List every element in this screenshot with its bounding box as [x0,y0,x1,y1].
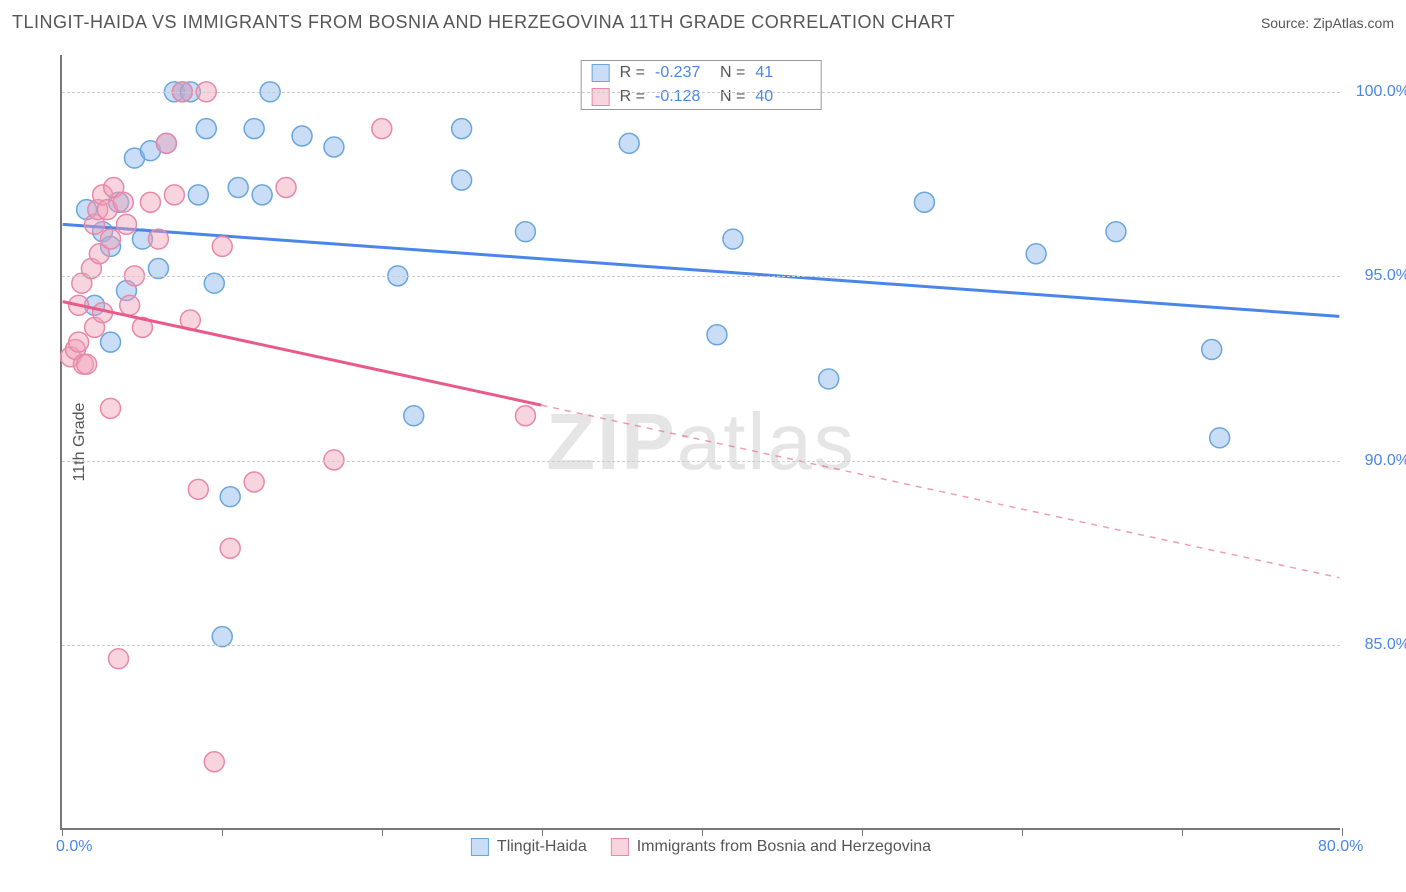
scatter-point [220,487,240,507]
scatter-point [120,295,140,315]
scatter-point [244,119,264,139]
grid-line [62,92,1340,93]
trend-line-solid [63,224,1340,316]
stat-r-value: -0.128 [655,88,710,106]
scatter-point [452,170,472,190]
scatter-point [619,133,639,153]
x-tick [62,828,63,836]
scatter-point [109,649,129,669]
scatter-point [515,222,535,242]
scatter-point [1210,428,1230,448]
scatter-point [914,192,934,212]
scatter-point [372,119,392,139]
scatter-point [156,133,176,153]
scatter-point [140,192,160,212]
y-tick-label: 85.0% [1365,636,1406,654]
scatter-point [292,126,312,146]
scatter-point [77,354,97,374]
stat-r-label: R = [620,88,645,106]
series-legend: Tlingit-Haida Immigrants from Bosnia and… [471,838,931,856]
scatter-point [324,450,344,470]
trend-line-solid [63,302,542,406]
scatter-point [69,332,89,352]
legend-label: Tlingit-Haida [497,838,587,856]
scatter-point [1202,340,1222,360]
scatter-point [723,229,743,249]
x-tick [542,828,543,836]
scatter-point [324,137,344,157]
chart-title: TLINGIT-HAIDA VS IMMIGRANTS FROM BOSNIA … [12,12,955,33]
scatter-point [101,332,121,352]
stat-n-value: 40 [755,88,810,106]
scatter-point [164,185,184,205]
scatter-point [188,185,208,205]
scatter-point [204,752,224,772]
scatter-point [101,398,121,418]
scatter-point [515,406,535,426]
scatter-point [212,627,232,647]
grid-line [62,645,1340,646]
scatter-point [212,236,232,256]
scatter-point [196,119,216,139]
scatter-point [819,369,839,389]
y-tick-label: 100.0% [1356,83,1406,101]
x-tick-label: 0.0% [56,838,92,856]
stat-n-label: N = [720,64,745,82]
stat-r-value: -0.237 [655,64,710,82]
scatter-point [276,178,296,198]
y-tick-label: 95.0% [1365,267,1406,285]
legend-swatch [592,88,610,106]
x-tick [222,828,223,836]
scatter-point [220,538,240,558]
stat-n-label: N = [720,88,745,106]
legend-item: Immigrants from Bosnia and Herzegovina [611,838,931,856]
title-bar: TLINGIT-HAIDA VS IMMIGRANTS FROM BOSNIA … [12,12,1394,33]
scatter-point [228,178,248,198]
plot-area: 11th Grade ZIPatlas R = -0.237 N = 41 R … [60,55,1340,830]
scatter-point [404,406,424,426]
scatter-point [1106,222,1126,242]
scatter-point [148,229,168,249]
x-tick [1022,828,1023,836]
scatter-plot-svg [62,55,1340,828]
scatter-point [113,192,133,212]
grid-line [62,461,1340,462]
stats-row: R = -0.128 N = 40 [582,85,821,109]
scatter-point [244,472,264,492]
stats-row: R = -0.237 N = 41 [582,61,821,85]
source-attribution: Source: ZipAtlas.com [1261,15,1394,31]
x-tick [702,828,703,836]
stat-r-label: R = [620,64,645,82]
legend-label: Immigrants from Bosnia and Herzegovina [637,838,931,856]
x-tick [862,828,863,836]
legend-swatch [592,64,610,82]
scatter-point [252,185,272,205]
scatter-point [188,479,208,499]
x-tick [382,828,383,836]
legend-item: Tlingit-Haida [471,838,587,856]
scatter-point [101,229,121,249]
x-tick [1182,828,1183,836]
legend-swatch [471,838,489,856]
legend-swatch [611,838,629,856]
scatter-point [452,119,472,139]
scatter-point [1026,244,1046,264]
scatter-point [117,214,137,234]
x-tick [1342,828,1343,836]
stats-legend: R = -0.237 N = 41 R = -0.128 N = 40 [581,60,822,110]
chart-container: TLINGIT-HAIDA VS IMMIGRANTS FROM BOSNIA … [0,0,1406,892]
stat-n-value: 41 [755,64,810,82]
scatter-point [707,325,727,345]
grid-line [62,276,1340,277]
x-tick-label: 80.0% [1318,838,1363,856]
y-tick-label: 90.0% [1365,452,1406,470]
